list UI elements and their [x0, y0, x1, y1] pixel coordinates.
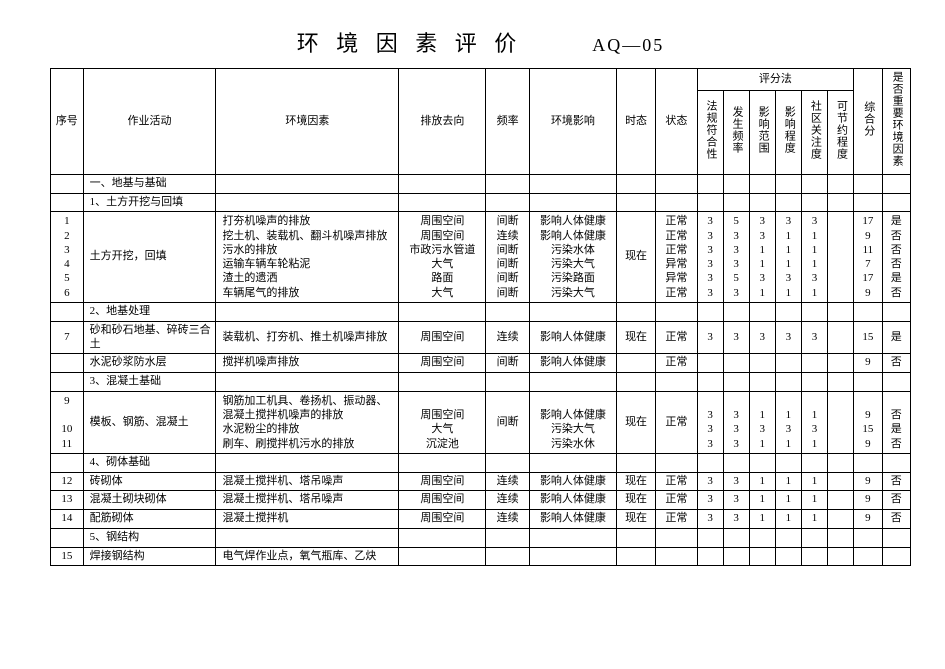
table-row: 13 混凝土砌块砌体 混凝土搅拌机、塔吊噪声 周围空间 连续 影响人体健康 现在… [51, 491, 911, 510]
section-row: 3、混凝土基础 [51, 373, 911, 392]
section-title: 3、混凝土基础 [83, 373, 216, 392]
state-cell: 正常正常 正常异常 异常正常 [656, 212, 697, 303]
section-row: 1、土方开挖与回填 [51, 193, 911, 212]
section-title: 1、土方开挖与回填 [83, 193, 216, 212]
col-activity: 作业活动 [83, 69, 216, 175]
col-freq: 频率 [486, 69, 530, 175]
col-s1: 法规符合性 [697, 91, 723, 174]
col-sum: 综合分 [854, 69, 882, 175]
doc-code: AQ—05 [592, 35, 664, 56]
table-row: 水泥砂浆防水层 搅拌机噪声排放 周围空间 间断 影响人体健康 正常 9 否 [51, 354, 911, 373]
section-title: 2、地基处理 [83, 303, 216, 322]
activity-cell: 土方开挖，回填 [83, 212, 216, 303]
evaluation-table: 序号 作业活动 环境因素 排放去向 频率 环境影响 时态 状态 评分法 综合分 … [50, 68, 911, 566]
section-row: 2、地基处理 [51, 303, 911, 322]
seq-cell: 12 34 56 [51, 212, 84, 303]
table-row: 15 焊接钢结构 电气焊作业点，氧气瓶库、乙炔 [51, 547, 911, 566]
section-row: 4、砌体基础 [51, 453, 911, 472]
section-row: 5、钢结构 [51, 528, 911, 547]
col-s2: 发生频率 [723, 91, 749, 174]
impact-cell: 影响人体健康影响人体健康 污染水体污染大气 污染路面污染大气 [529, 212, 616, 303]
tense-cell: 现在 [616, 212, 655, 303]
section-title: 一、地基与基础 [83, 174, 216, 193]
col-s4: 影响程度 [775, 91, 801, 174]
freq-cell: 间断连续 间断间断 间断间断 [486, 212, 530, 303]
col-s6: 可节约程度 [828, 91, 854, 174]
table-row: 7 砂和砂石地基、碎砖三合土 装载机、打夯机、推土机噪声排放 周围空间 连续 影… [51, 321, 911, 354]
col-direction: 排放去向 [399, 69, 486, 175]
direction-cell: 周围空间周围空间 市政污水管道大气 路面大气 [399, 212, 486, 303]
col-tense: 时态 [616, 69, 655, 175]
factor-cell: 打夯机噪声的排放挖土机、装载机、翻斗机噪声排放 污水的排放运输车辆车轮粘泥 渣土… [216, 212, 399, 303]
table-row: 12 34 56 土方开挖，回填 打夯机噪声的排放挖土机、装载机、翻斗机噪声排放… [51, 212, 911, 303]
col-factor: 环境因素 [216, 69, 399, 175]
section-row: 一、地基与基础 [51, 174, 911, 193]
table-row: 14 配筋砌体 混凝土搅拌机 周围空间 连续 影响人体健康 现在 正常 33 1… [51, 510, 911, 529]
header-row-1: 序号 作业活动 环境因素 排放去向 频率 环境影响 时态 状态 评分法 综合分 … [51, 69, 911, 91]
table-row: 12 砖砌体 混凝土搅拌机、塔吊噪声 周围空间 连续 影响人体健康 现在 正常 … [51, 472, 911, 491]
section-title: 5、钢结构 [83, 528, 216, 547]
col-s3: 影响范围 [749, 91, 775, 174]
col-scoring: 评分法 [697, 69, 854, 91]
page-title: 环 境 因 素 评 价 [297, 26, 523, 58]
col-impact: 环境影响 [529, 69, 616, 175]
sum-cell: 179117179 [854, 212, 882, 303]
col-key: 是否重要环境因素 [882, 69, 910, 175]
title-row: 环 境 因 素 评 价 AQ—05 [50, 26, 911, 58]
table-row: 91011 模板、钢筋、混凝土 钢筋加工机具、卷扬机、振动器、混凝土搅拌机噪声的… [51, 391, 911, 453]
col-state: 状态 [656, 69, 697, 175]
col-s5: 社区关注度 [801, 91, 827, 174]
col-seq: 序号 [51, 69, 84, 175]
section-title: 4、砌体基础 [83, 453, 216, 472]
key-cell: 是否否否是否 [882, 212, 910, 303]
